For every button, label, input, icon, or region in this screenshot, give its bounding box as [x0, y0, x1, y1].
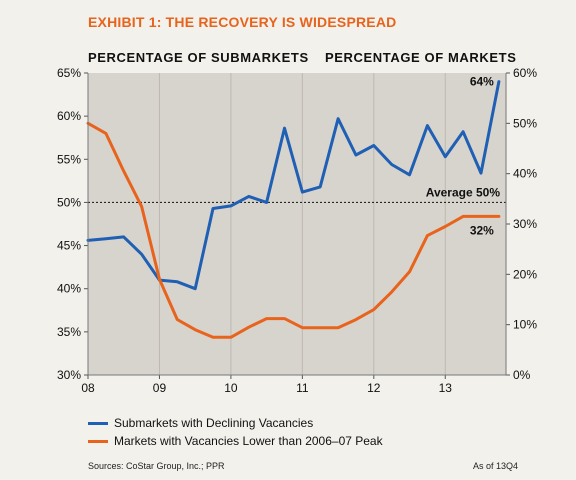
x-tick-label: 11 — [296, 381, 309, 395]
left-axis-heading: PERCENTAGE OF SUBMARKETS — [88, 50, 309, 65]
y-left-tick-label: 50% — [57, 195, 81, 209]
legend-item-submarkets: Submarkets with Declining Vacancies — [88, 414, 383, 432]
series-line-markets — [86, 121, 501, 339]
y-left-tick-label: 60% — [57, 109, 81, 123]
y-right-tick-label: 60% — [513, 66, 537, 80]
y-left-tick-label: 45% — [57, 239, 81, 253]
average-reference-label: Average 50% — [426, 185, 501, 199]
x-tick-label: 09 — [153, 381, 167, 395]
legend-label-markets: Markets with Vacancies Lower than 2006–0… — [114, 434, 383, 448]
annotation-markets-end: 32% — [470, 223, 494, 237]
y-right-tick-label: 50% — [513, 116, 537, 130]
y-right-tick-label: 20% — [513, 267, 537, 281]
y-right-tick-label: 0% — [513, 368, 531, 382]
y-left-tick-label: 40% — [57, 282, 81, 296]
y-right-tick-label: 30% — [513, 217, 537, 231]
grid-lines — [158, 73, 446, 375]
y-left-tick-label: 55% — [57, 152, 81, 166]
legend: Submarkets with Declining Vacancies Mark… — [88, 414, 383, 450]
y-left-tick-label: 30% — [57, 368, 81, 382]
axes — [84, 72, 510, 379]
plot-area — [88, 73, 506, 375]
right-axis-heading: PERCENTAGE OF MARKETS — [325, 50, 517, 65]
legend-label-submarkets: Submarkets with Declining Vacancies — [114, 416, 314, 430]
series-line-submarkets — [86, 80, 501, 291]
x-tick-label: 10 — [224, 381, 238, 395]
y-right-tick-label: 40% — [513, 167, 537, 181]
reference-line-group: Average 50% — [88, 185, 506, 203]
x-tick-label: 12 — [367, 381, 381, 395]
sources-note: Sources: CoStar Group, Inc.; PPR — [88, 461, 225, 471]
annotation-submarkets-end: 64% — [470, 75, 494, 89]
legend-swatch-orange — [88, 439, 108, 443]
legend-swatch-blue — [88, 421, 108, 425]
y-right-tick-label: 10% — [513, 318, 537, 332]
x-tick-label: 13 — [439, 381, 453, 395]
y-left-tick-label: 35% — [57, 325, 81, 339]
legend-item-markets: Markets with Vacancies Lower than 2006–0… — [88, 432, 383, 450]
series-group — [86, 80, 501, 339]
as-of-note: As of 13Q4 — [473, 461, 519, 471]
exhibit-title: EXHIBIT 1: THE RECOVERY IS WIDESPREAD — [88, 14, 397, 30]
annotations: 64% 32% — [470, 75, 494, 238]
tick-labels: 08 09 10 11 12 13 30% 35% 40% 45% 50% 55% 60% 65% 0% 10… — [57, 66, 537, 395]
x-tick-label: 08 — [81, 381, 95, 395]
y-left-tick-label: 65% — [57, 66, 81, 80]
